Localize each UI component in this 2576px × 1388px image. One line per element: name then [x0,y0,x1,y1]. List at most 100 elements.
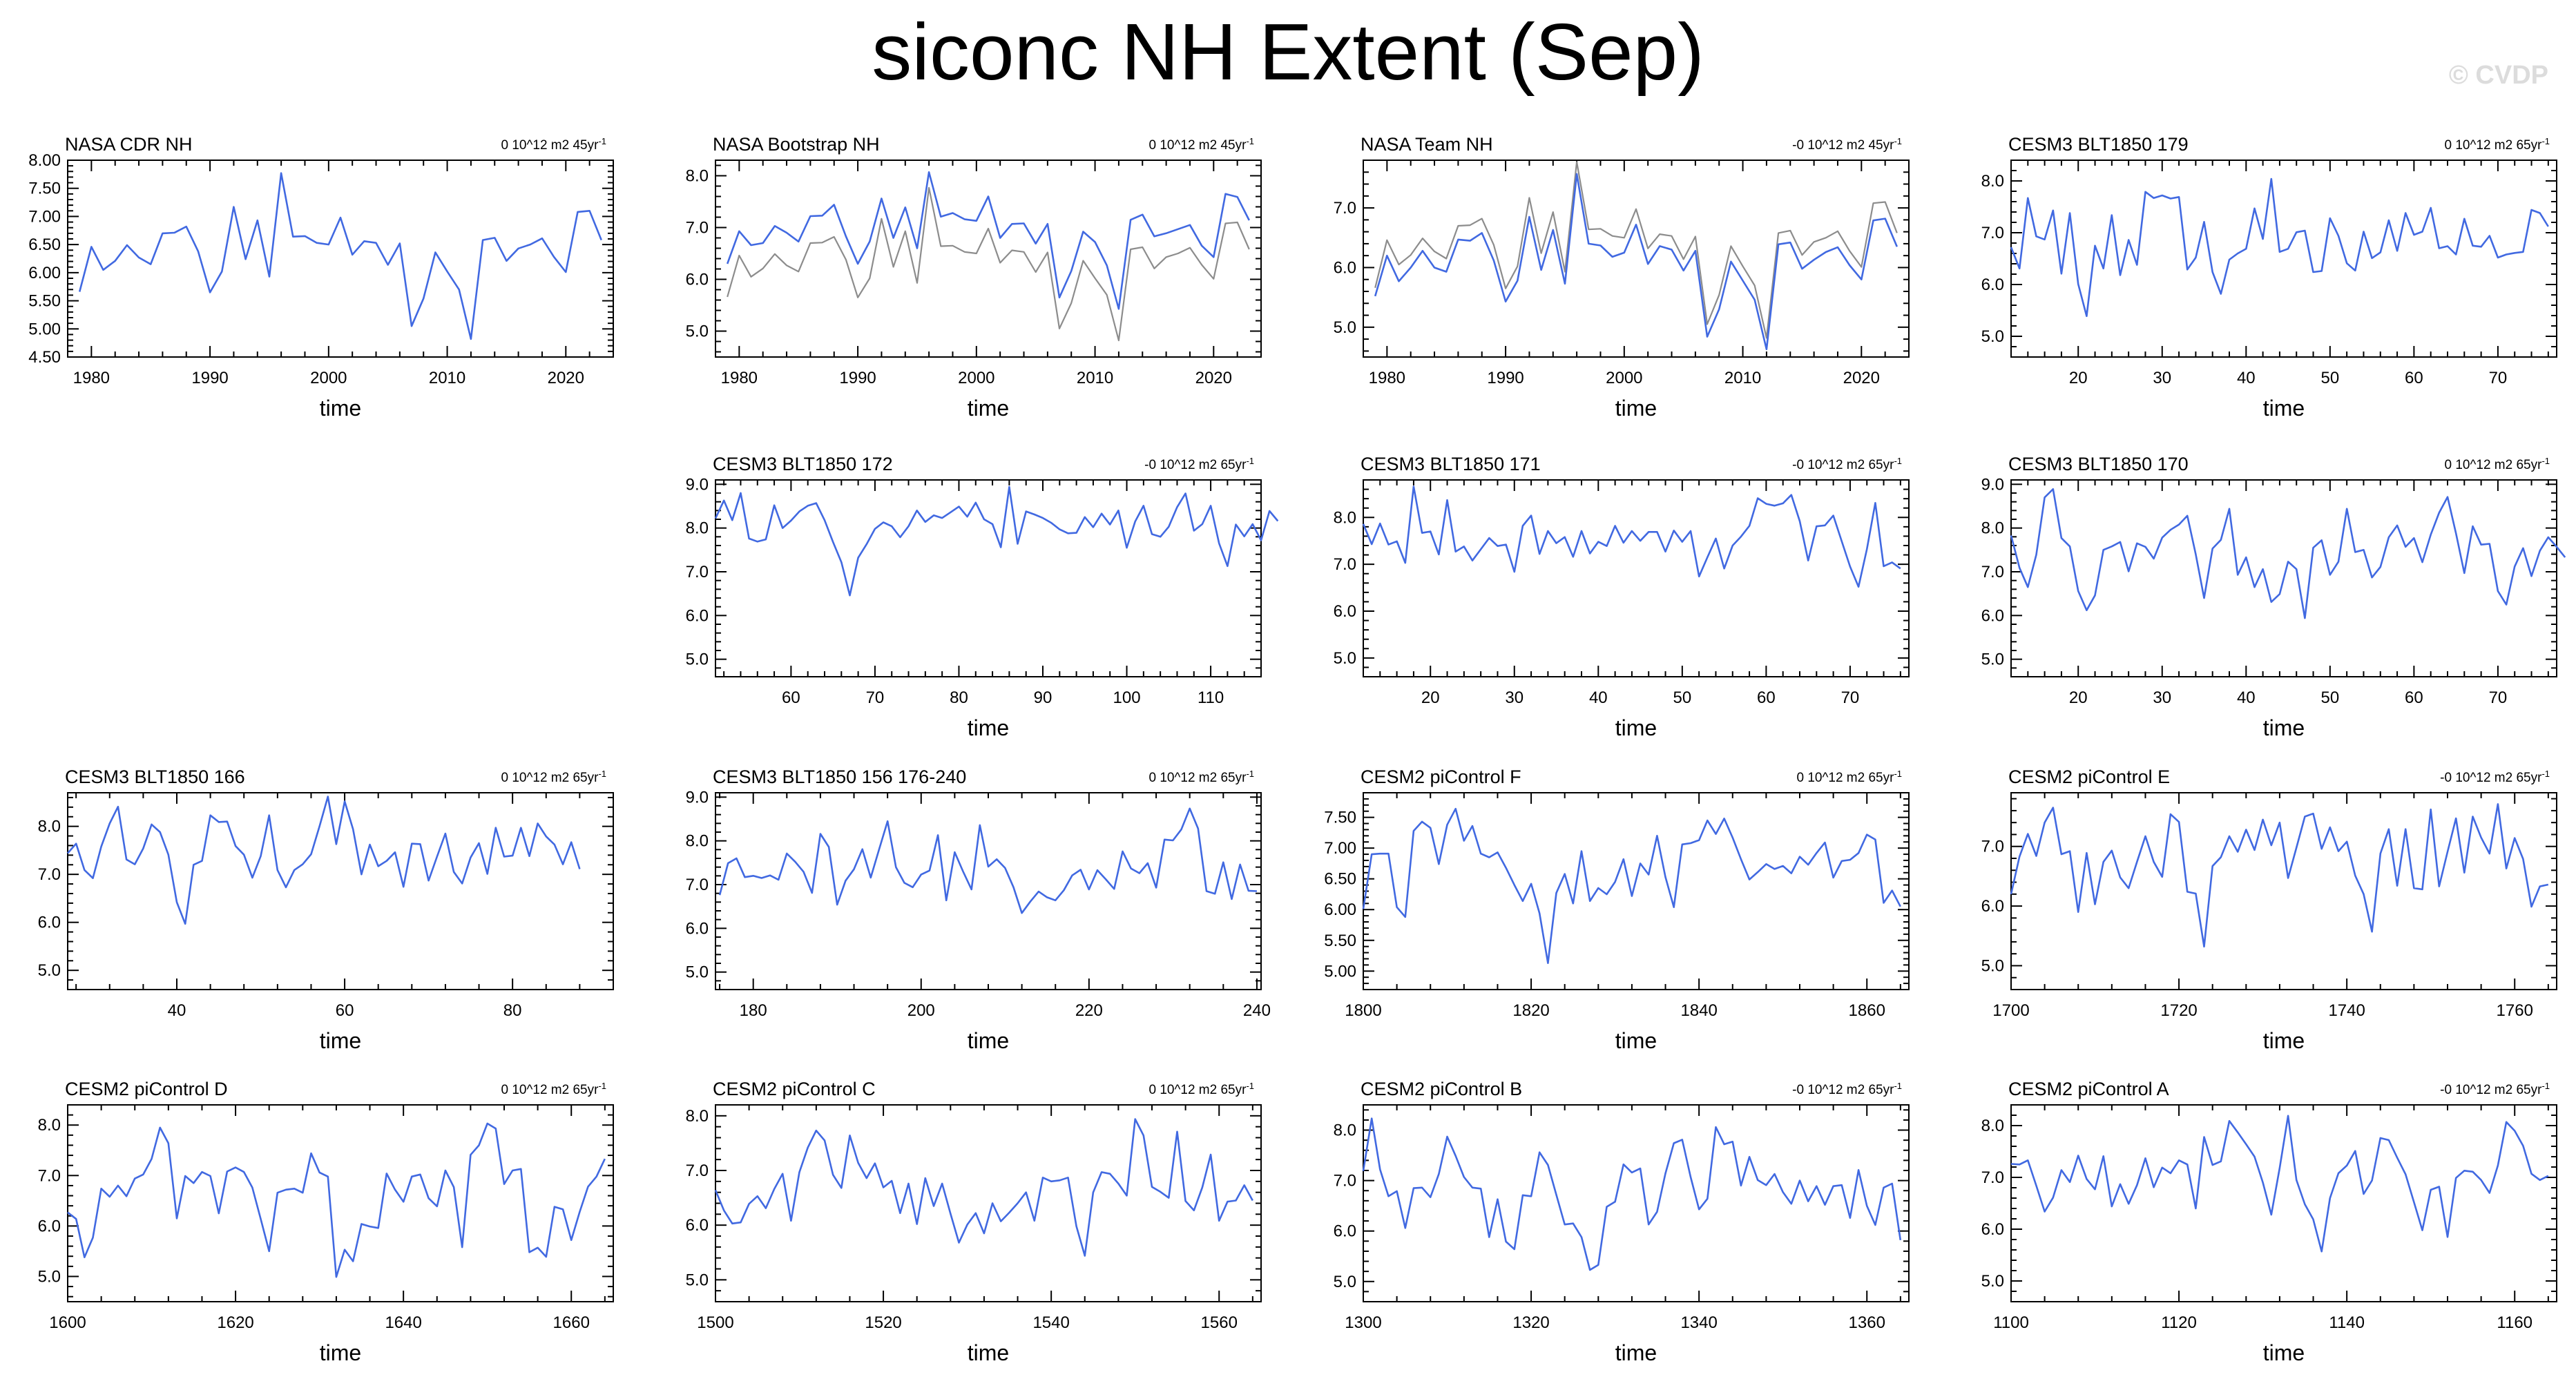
y-tick-label: 8.0 [38,818,61,836]
panel-title: CESM2 piControl E [2008,767,2170,787]
x-tick-label: 220 [1075,1001,1103,1020]
y-tick-label: 9.0 [686,475,709,494]
y-tick-label: 5.0 [38,961,61,980]
y-tick-label: 5.0 [1981,327,2004,346]
x-tick-label: 80 [950,688,968,707]
x-tick-label: 200 [907,1001,935,1020]
series-line [2010,803,2549,948]
x-tick-label: 30 [1505,688,1524,707]
panel-title: CESM3 BLT1850 171 [1361,454,1541,474]
series-line [67,1122,606,1278]
plot-frame [715,1104,1262,1302]
y-tick-label: 5.0 [1334,1273,1356,1291]
y-tick-label: 8.0 [686,167,709,186]
x-tick-label: 1560 [1201,1313,1238,1332]
x-tick-label: 1120 [2161,1313,2197,1332]
y-tick-label: 5.0 [686,650,709,669]
plot-frame [1363,160,1910,358]
x-tick-label: 70 [866,688,885,707]
trend-label: -0 10^12 m2 65yr-1 [2440,769,2550,786]
x-tick-label: 40 [1589,688,1608,707]
chart-panel: 20 30 40 50 60 70 5.0 6.0 7.0 8.0 CESM3 BLT1850 17… [1334,454,1910,740]
y-tick-label: 7.0 [1981,224,2004,242]
y-tick-label: 5.0 [1334,318,1356,337]
series-line [1362,1117,1902,1271]
x-tick-label: 1340 [1680,1313,1717,1332]
x-tick-label: 40 [168,1001,186,1020]
y-tick-label: 7.0 [38,1166,61,1185]
x-axis-title: time [968,1340,1009,1365]
x-tick-label: 70 [2489,369,2508,387]
y-tick-label: 6.00 [1324,900,1356,919]
x-tick-label: 2020 [548,369,584,387]
series-line [1374,173,1898,351]
y-tick-label: 6.0 [686,919,709,938]
x-axis-title: time [1615,1340,1657,1365]
trend-label: 0 10^12 m2 65yr-1 [501,769,606,786]
x-axis-title: time [2263,715,2305,740]
x-tick-label: 1860 [1849,1001,1885,1020]
x-tick-label: 60 [2405,688,2423,707]
series-line [2010,488,2566,619]
y-tick-label: 7.00 [28,207,61,226]
trend-superscript: -1 [1894,456,1902,466]
x-tick-label: 1520 [865,1313,901,1332]
y-tick-label: 7.0 [1334,1172,1356,1191]
x-tick-label: 30 [2153,369,2171,387]
y-tick-label: 8.0 [1981,172,2004,191]
plot-frame [715,160,1262,358]
x-axis-title: time [968,1028,1009,1053]
y-tick-label: 6.0 [686,606,709,625]
x-tick-label: 1760 [2497,1001,2533,1020]
trend-superscript: -1 [2541,769,2550,779]
trend-label: 0 10^12 m2 65yr-1 [2444,456,2550,473]
y-tick-label: 6.0 [686,1216,709,1235]
trend-label: 0 10^12 m2 45yr-1 [501,136,606,153]
x-tick-label: 1720 [2160,1001,2197,1020]
reference-series-line [1374,161,1898,339]
x-axis-title: time [2263,396,2305,421]
y-tick-label: 6.0 [1334,1222,1356,1241]
y-tick-label: 7.0 [1334,199,1356,218]
x-axis-title: time [968,715,1009,740]
x-tick-label: 1140 [2329,1313,2365,1332]
trend-label: -0 10^12 m2 65yr-1 [1792,456,1902,473]
page-title: siconc NH Extent (Sep) [872,7,1704,97]
panel-title: CESM3 BLT1850 156 176-240 [713,767,966,787]
x-tick-label: 1980 [721,369,758,387]
plot-frame [2010,479,2557,677]
x-tick-label: 100 [1113,688,1141,707]
x-axis-title: time [320,1028,361,1053]
x-tick-label: 1500 [697,1313,733,1332]
y-tick-label: 6.0 [686,271,709,289]
plot-frame [715,792,1262,990]
trend-superscript: -1 [1246,769,1254,779]
y-tick-label: 5.0 [1334,649,1356,668]
chart-panel: 1800 1820 1840 1860 5.00 5.50 6.00 6.50 7.00 7.50… [1324,767,1910,1053]
reference-series-line [727,186,1250,342]
panel-title: CESM2 piControl F [1361,767,1521,787]
y-tick-label: 6.0 [38,914,61,932]
series-line [2010,177,2549,318]
y-tick-label: 7.0 [1981,563,2004,581]
y-tick-label: 6.0 [1334,602,1356,621]
x-axis-title: time [1615,715,1657,740]
x-tick-label: 1980 [73,369,110,387]
x-tick-label: 240 [1243,1001,1271,1020]
x-tick-label: 1660 [553,1313,590,1332]
x-tick-label: 1300 [1345,1313,1381,1332]
y-tick-label: 8.0 [686,1107,709,1126]
y-tick-label: 5.50 [28,292,61,311]
x-tick-label: 50 [1673,688,1691,707]
x-tick-label: 20 [2069,688,2088,707]
x-tick-label: 1800 [1345,1001,1381,1020]
trend-superscript: -1 [1894,769,1902,779]
trend-superscript: -1 [1246,1081,1254,1091]
chart-panel: 40 60 80 5.0 6.0 7.0 8.0 CESM3 BLT1850 166 0 10^… [38,767,614,1053]
y-tick-label: 5.0 [38,1267,61,1286]
y-tick-label: 7.0 [686,563,709,581]
